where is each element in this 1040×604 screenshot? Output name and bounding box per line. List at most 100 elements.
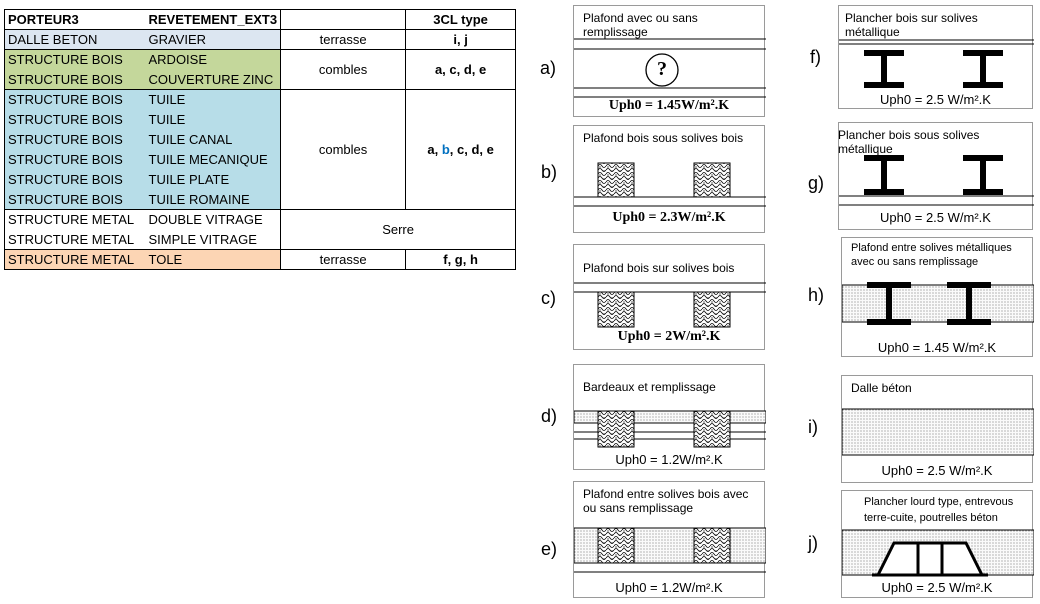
table-row: STRUCTURE BOIS ARDOISE combles a, c, d, …: [4, 49, 517, 90]
porteur-cell: DALLE BETON: [4, 29, 146, 50]
panel-value: Uph0 = 2.5 W/m².K: [881, 463, 993, 478]
panel-title: Bardeaux et remplissage: [583, 380, 716, 394]
question-mark: ?: [657, 58, 667, 80]
panel-title: Plafond entre solives bois avec ou sans …: [583, 487, 749, 515]
panel-f-diagram: [839, 39, 1034, 88]
steel-i-beam: [963, 155, 1003, 195]
type-part: , c, d, e: [449, 142, 494, 157]
joist: [597, 291, 635, 328]
panel-g: Plancher bois sous solives métallique Up…: [838, 122, 1034, 230]
panel-title: Plafond avec ou sans remplissage: [583, 11, 698, 39]
table-header-row: PORTEUR3 REVETEMENT_EXT3 3CL type: [4, 9, 517, 30]
type-cell: a, b, c, d, e: [405, 89, 517, 210]
joist: [693, 162, 731, 198]
hollow-block-icon: [875, 541, 985, 577]
panel-title: Plafond entre solives métalliques avec o…: [851, 242, 1012, 268]
usage-cell: combles: [280, 49, 406, 90]
panel-b-diagram: [574, 162, 766, 207]
panel-title: Plafond bois sur solives bois: [583, 261, 735, 275]
type-cell: i, j: [405, 29, 517, 50]
panel-title: Dalle béton: [851, 381, 912, 395]
panel-h: Plafond entre solives métalliques avec o…: [841, 237, 1034, 357]
concrete-slab: [842, 408, 1034, 456]
panel-b: Plafond bois sous solives bois Uph0 = 2.…: [573, 125, 766, 233]
label-h: h): [808, 285, 825, 305]
panel-title: Plancher bois sur solives métallique: [845, 11, 978, 39]
porteur-cell: STRUCTURE BOIS: [4, 109, 146, 130]
panel-value: Uph0 = 1.2W/m².K: [615, 580, 723, 595]
joist: [597, 410, 635, 448]
revetement-cell: TUILE: [148, 112, 186, 127]
panel-h-diagram: [842, 282, 1034, 325]
usage-cell: combles: [280, 89, 406, 210]
correspondence-table: PORTEUR3 REVETEMENT_EXT3 3CL type DALLE …: [4, 9, 517, 270]
type-cell: f, g, h: [405, 249, 517, 270]
steel-i-beam: [864, 50, 904, 88]
panel-c-diagram: [574, 282, 766, 328]
porteur-cell: STRUCTURE BOIS: [4, 149, 146, 170]
porteur-cell: STRUCTURE METAL: [4, 249, 146, 270]
panel-title: Plafond bois sous solives bois: [583, 131, 744, 145]
panel-a-diagram: [574, 38, 766, 98]
label-g: g): [808, 173, 825, 193]
revetement-cell: TUILE MECANIQUE: [148, 152, 268, 167]
panel-g-diagram: [839, 155, 1034, 206]
porteur-cell: STRUCTURE BOIS: [4, 129, 146, 150]
panel-value: Uph0 = 2.5 W/m².K: [880, 210, 991, 225]
table-row: STRUCTURE METAL TOLE terrasse f, g, h: [4, 249, 517, 270]
panel-e-diagram: [574, 527, 766, 573]
porteur-cell: STRUCTURE BOIS: [4, 169, 146, 190]
steel-i-beam: [864, 155, 904, 195]
joist: [597, 527, 635, 564]
revetement-cell: TUILE ROMAINE: [145, 189, 281, 210]
revetement-cell: DOUBLE VITRAGE: [145, 209, 281, 230]
label-i: i): [808, 417, 818, 437]
revetement-cell: TUILE: [145, 89, 281, 110]
panel-value: Uph0 = 2W/m².K: [617, 329, 721, 344]
panel-value: Uph0 = 2.5 W/m².K: [881, 580, 993, 595]
table-row: DALLE BETON GRAVIER terrasse i, j: [4, 29, 517, 50]
joist: [693, 527, 731, 564]
joist: [693, 410, 731, 448]
steel-i-beam: [947, 282, 991, 325]
label-e: e): [541, 539, 558, 559]
joist: [693, 291, 731, 328]
panel-d-diagram: [574, 410, 766, 448]
usage-cell: terrasse: [280, 29, 406, 50]
porteur-cell: STRUCTURE BOIS: [4, 49, 146, 70]
label-j: j): [808, 533, 818, 553]
panel-title: Plancher bois sous solives métallique: [838, 128, 980, 156]
revetement-cell: TUILE PLATE: [148, 172, 230, 187]
porteur-cell: STRUCTURE BOIS: [4, 89, 146, 110]
label-b: b): [541, 162, 558, 182]
panel-f: Plancher bois sur solives métallique Uph…: [838, 5, 1034, 109]
panel-value: Uph0 = 1.2W/m².K: [615, 452, 723, 467]
label-f: f): [810, 47, 821, 67]
panel-i-diagram: [842, 408, 1034, 456]
porteur-cell: STRUCTURE BOIS: [4, 189, 146, 210]
panel-value: Uph0 = 1.45 W/m².K: [877, 340, 997, 355]
panel-j: Plancher lourd type, entrevous terre-cui…: [841, 490, 1034, 598]
label-c: c): [541, 288, 556, 308]
steel-i-beam: [963, 50, 1003, 88]
porteur-cell: STRUCTURE METAL: [4, 209, 146, 230]
panel-value: Uph0 = 2.5 W/m².K: [880, 92, 991, 107]
header-revetement: REVETEMENT_EXT3: [145, 9, 281, 30]
revetement-cell: TOLE: [145, 249, 281, 270]
panel-value: Uph0 = 2.3W/m².K: [612, 210, 726, 225]
table-row: STRUCTURE METAL DOUBLE VITRAGE Serre: [4, 209, 517, 250]
type-cell: a, c, d, e: [405, 49, 517, 90]
panel-d: Bardeaux et remplissage Uph0 = 1.2W/m².K: [573, 364, 766, 470]
type-part-highlight: b: [441, 142, 450, 157]
fill-layer: [842, 284, 1034, 323]
panel-j-diagram: [842, 529, 1034, 577]
table-row: STRUCTURE BOIS TUILE combles a, b, c, d,…: [4, 89, 517, 210]
panel-e: Plafond entre solives bois avec ou sans …: [573, 481, 766, 598]
label-d: d): [541, 406, 558, 426]
revetement-cell: SIMPLE VITRAGE: [145, 229, 281, 250]
porteur-cell: STRUCTURE BOIS: [4, 69, 146, 90]
panel-value: Uph0 = 1.45W/m².K: [608, 98, 730, 113]
panel-c: Plafond bois sur solives bois Uph0 = 2W/…: [573, 244, 766, 350]
usage-cell: terrasse: [280, 249, 406, 270]
label-a: a): [540, 58, 557, 78]
